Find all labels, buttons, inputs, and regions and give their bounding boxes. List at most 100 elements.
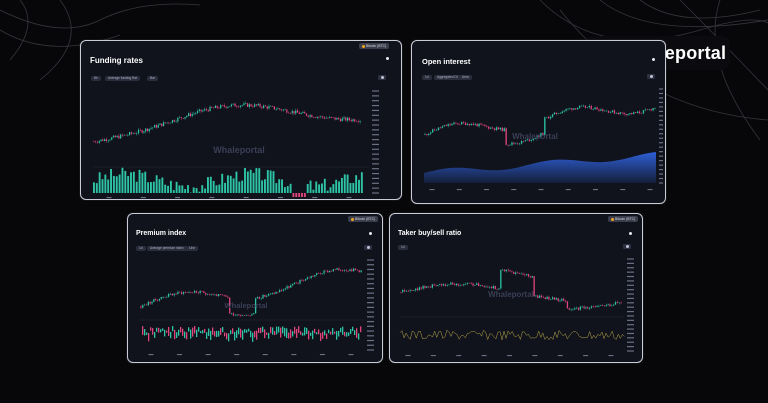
candle-body (498, 288, 500, 290)
lower-candle (328, 329, 330, 334)
lower-candle (224, 332, 226, 337)
lower-candle (168, 326, 170, 337)
histogram-bar (261, 180, 264, 193)
candle-body (120, 134, 122, 139)
candle-body (493, 128, 496, 130)
candle-body (195, 290, 198, 293)
candle-body (295, 282, 297, 284)
candle-body (156, 300, 159, 301)
candle-body (588, 307, 591, 309)
candle-body (577, 307, 580, 310)
candle-body (495, 127, 498, 130)
candle-body (336, 268, 338, 270)
candle-body (433, 284, 435, 286)
interval-select[interactable]: 1d (136, 246, 146, 251)
interval-select[interactable]: 1d (422, 75, 432, 80)
candle-body (249, 315, 251, 316)
asset-selector[interactable]: Bitcoin (BTC) (608, 216, 639, 222)
candle-body (154, 125, 156, 128)
style-select[interactable]: Line (186, 246, 199, 251)
screenshot-icon[interactable] (364, 245, 372, 250)
y-tick-label (659, 177, 663, 180)
histogram-bar (281, 179, 283, 193)
candle-body (509, 270, 511, 272)
screenshot-icon[interactable] (647, 74, 655, 79)
x-tick-label (456, 355, 462, 357)
candle-body (358, 270, 360, 273)
candle-body (568, 308, 570, 310)
asset-selector[interactable]: Bitcoin (BTC) (348, 216, 379, 222)
premium-index-chart: Whaleportal (140, 259, 374, 356)
metric-select[interactable]: Average funding Rat (105, 76, 141, 81)
x-tick-label (405, 355, 411, 357)
menu-dot-icon[interactable] (386, 57, 389, 60)
y-tick-label (627, 280, 634, 282)
candle-body (334, 117, 336, 120)
candle-body (477, 283, 480, 287)
metric-select[interactable]: Average premium index (147, 246, 187, 251)
candle-body (478, 123, 480, 127)
x-tick-label (175, 197, 181, 199)
candle-body (409, 290, 411, 291)
lower-candle (156, 327, 158, 332)
candle-body (442, 284, 445, 286)
y-tick-label (627, 275, 634, 278)
candle-body (254, 104, 256, 107)
card-title: Premium index (136, 230, 187, 237)
candle-body (522, 273, 524, 275)
candle-body (184, 292, 186, 293)
lower-candle (184, 331, 186, 339)
y-tick-label (367, 306, 374, 308)
candle-body (349, 269, 351, 272)
menu-dot-icon[interactable] (629, 232, 632, 235)
x-tick-label (348, 354, 354, 356)
y-tick-label (659, 110, 663, 112)
candle-body (240, 315, 242, 316)
candle-body (218, 107, 220, 109)
open-interest-card: Open interest 1d Aggregated OI Area Whal… (411, 40, 666, 204)
candle-body (607, 304, 609, 305)
candle-body (588, 105, 590, 108)
menu-dot-icon[interactable] (652, 58, 655, 61)
candle-body (530, 139, 532, 141)
lower-candle (344, 331, 346, 337)
candle-body (598, 109, 600, 111)
candle-body (217, 294, 220, 296)
candle-body (563, 298, 565, 301)
candle-body (243, 103, 245, 106)
interval-select[interactable]: 8h (91, 76, 101, 81)
candle-body (596, 306, 598, 307)
candle-body (652, 108, 654, 111)
histogram-bar (187, 185, 189, 193)
asset-selector[interactable]: Bitcoin (BTC) (359, 43, 390, 49)
candle-body (182, 118, 184, 119)
menu-dot-icon[interactable] (369, 232, 372, 235)
candle-body (553, 112, 556, 115)
candle-body (415, 288, 417, 291)
candle-body (330, 270, 333, 272)
candle-body (311, 115, 313, 118)
axis-ticks (148, 259, 374, 356)
candle-body (151, 301, 153, 304)
lower-candle (338, 330, 340, 337)
screenshot-icon[interactable] (378, 75, 386, 80)
histogram-bar (195, 188, 198, 193)
metric-select[interactable]: Aggregated OI (434, 75, 461, 80)
candle-body (585, 307, 587, 309)
candle-body (544, 117, 546, 135)
histogram-bar (215, 185, 218, 193)
candle-body (470, 123, 473, 126)
candle-body (360, 270, 362, 273)
style-select[interactable]: Bar (147, 76, 158, 81)
candle-body (321, 273, 323, 274)
candle-body (304, 279, 307, 281)
screenshot-icon[interactable] (623, 244, 631, 249)
y-tick-label (372, 177, 379, 180)
interval-select[interactable]: 1d (398, 245, 408, 250)
candle-body (592, 306, 594, 307)
style-select[interactable]: Area (459, 75, 472, 80)
lower-candle (260, 327, 262, 334)
lower-candle (242, 330, 244, 340)
candle-body (93, 141, 95, 143)
y-tick-label (372, 129, 379, 131)
